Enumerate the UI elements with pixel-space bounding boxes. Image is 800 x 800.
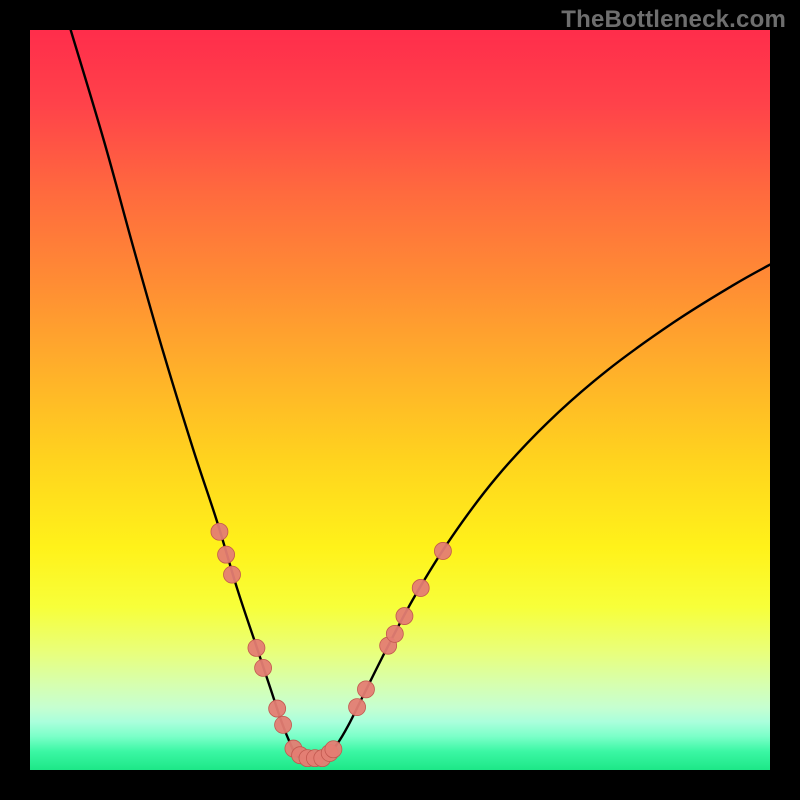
data-marker: [412, 579, 429, 596]
watermark: TheBottleneck.com: [561, 6, 786, 34]
data-marker: [275, 716, 292, 733]
data-marker: [224, 566, 241, 583]
data-marker: [434, 542, 451, 559]
data-marker: [396, 608, 413, 625]
data-marker: [357, 681, 374, 698]
data-marker: [255, 659, 272, 676]
data-marker: [269, 700, 286, 717]
data-marker: [349, 699, 366, 716]
plot-background: [30, 30, 770, 770]
data-marker: [325, 741, 342, 758]
data-marker: [218, 546, 235, 563]
chart-root: TheBottleneck.com: [0, 0, 800, 800]
data-marker: [386, 625, 403, 642]
bottleneck-chart: [0, 0, 800, 800]
data-marker: [211, 523, 228, 540]
data-marker: [248, 639, 265, 656]
